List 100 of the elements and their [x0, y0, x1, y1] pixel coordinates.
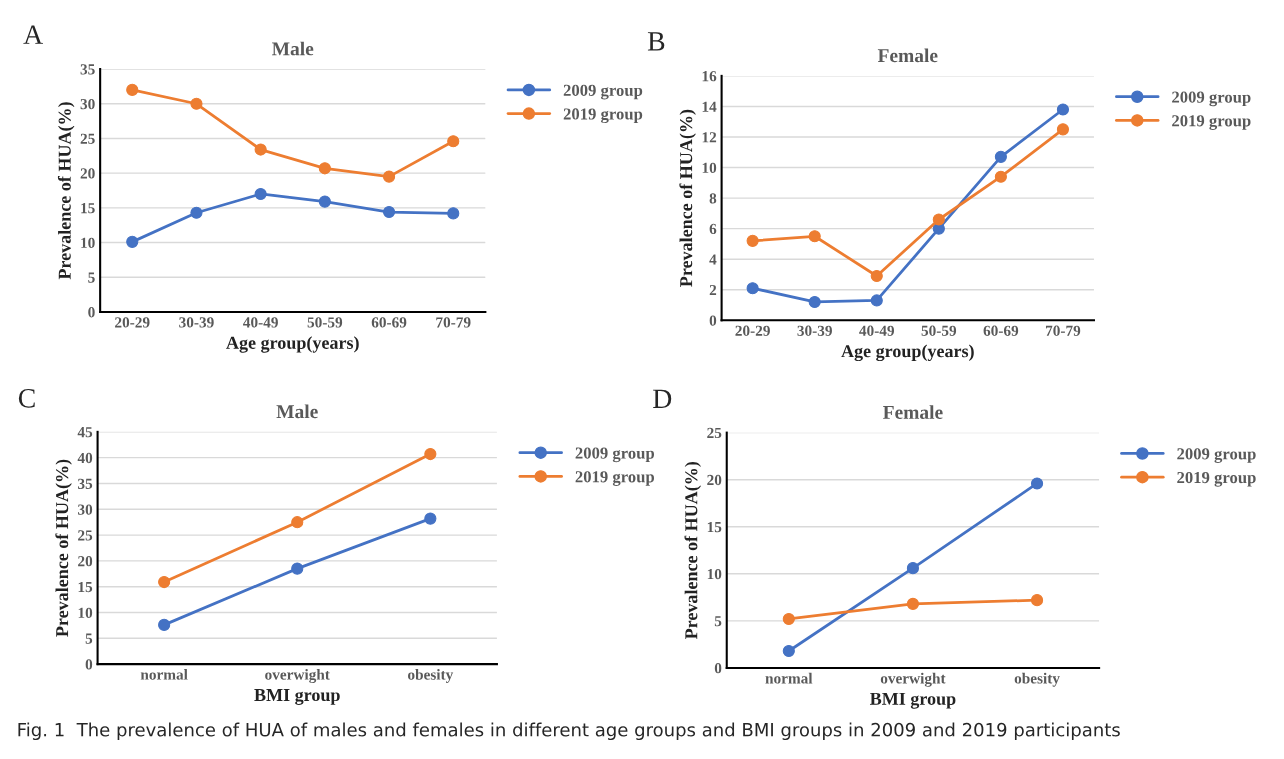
y-tick-label: 20 — [80, 168, 95, 179]
legend-label: 2009 group — [1177, 448, 1256, 463]
point — [424, 512, 437, 525]
y-tick-label: 0 — [85, 659, 93, 670]
point — [870, 294, 883, 307]
x-tick-label: 30-39 — [797, 325, 832, 336]
y-tick-label: 10 — [81, 237, 95, 249]
y-tick-label: 30 — [78, 504, 93, 515]
y-tick-label: 2 — [709, 284, 717, 296]
y-tick-label: 15 — [81, 203, 95, 214]
y-tick-label: 0 — [714, 663, 722, 674]
y-tick-label: 4 — [709, 254, 717, 265]
point — [994, 170, 1007, 183]
x-tick-label: normal — [765, 672, 813, 684]
y-tick-label: 5 — [88, 272, 95, 283]
point — [291, 562, 304, 575]
x-axis-title: Age group(years) — [841, 344, 974, 362]
y-tick-label: 8 — [709, 193, 717, 204]
y-tick-label: 30 — [80, 98, 95, 110]
y-axis-title: Prevalence of HUA(%) — [679, 109, 696, 287]
x-tick-label: obesity — [1014, 672, 1060, 687]
x-tick-label: overwight — [265, 668, 330, 683]
x-tick-label: 40-49 — [243, 317, 278, 328]
x-tick-label: 50-59 — [307, 317, 343, 328]
x-axis-title: BMI group — [254, 689, 340, 705]
chart-title: Male — [276, 404, 318, 419]
point — [782, 644, 795, 658]
x-tick-label: 70-79 — [1045, 325, 1081, 336]
point — [158, 618, 171, 631]
point — [126, 235, 139, 248]
x-tick-label: 70-79 — [436, 317, 471, 328]
point — [906, 562, 919, 575]
legend-label: 2009 group — [575, 447, 655, 463]
point — [808, 230, 821, 243]
y-tick-label: 0 — [709, 315, 717, 326]
caption: Fig. 1 The prevalence of HUA of males and females in different age groups and BMI groups in 2009 and 2019 participants — [18, 722, 1120, 741]
x-tick-label: normal — [140, 668, 188, 680]
legend-label: 2019 group — [1177, 471, 1256, 487]
point — [190, 97, 203, 110]
x-tick-label: 20-29 — [115, 317, 150, 328]
point — [746, 234, 759, 247]
y-axis-title: Prevalence of HUA(%) — [684, 461, 702, 640]
y-axis-title: Prevalence of HUA(%) — [55, 459, 72, 637]
point — [318, 195, 331, 208]
point — [906, 597, 919, 610]
y-tick-label: 6 — [709, 223, 717, 235]
y-tick-label: 45 — [77, 427, 93, 438]
legend-label: 2019 group — [1172, 115, 1251, 130]
legend-label: 2009 group — [1172, 91, 1251, 107]
y-tick-label: 20 — [707, 474, 722, 486]
y-axis-title: Prevalence of HUA(%) — [57, 102, 75, 280]
legend-label: 2009 group — [563, 84, 643, 100]
text: C — [18, 388, 35, 408]
chart-title: Male — [272, 41, 314, 56]
y-tick-label: 35 — [78, 478, 93, 489]
point — [158, 575, 171, 589]
point — [254, 143, 267, 156]
x-axis-title: Age group(years) — [226, 336, 359, 353]
chart-title: Female — [877, 48, 938, 63]
y-tick-label: 35 — [80, 64, 95, 75]
point — [424, 447, 437, 461]
point — [746, 282, 759, 295]
point — [190, 206, 203, 219]
x-tick-label: 30-39 — [179, 317, 214, 328]
point — [382, 205, 396, 219]
y-tick-label: 25 — [707, 427, 722, 439]
point — [932, 213, 945, 226]
x-tick-label: overwight — [880, 672, 946, 687]
point — [318, 162, 331, 175]
point — [126, 83, 139, 96]
y-tick-label: 20 — [78, 556, 93, 567]
point — [1030, 594, 1044, 607]
x-tick-label: 50-59 — [921, 325, 957, 336]
point — [447, 207, 460, 220]
text: D — [653, 389, 672, 408]
y-tick-label: 5 — [85, 633, 93, 644]
text: B — [647, 32, 665, 51]
x-tick-label: obesity — [408, 668, 454, 683]
x-axis-title: BMI group — [869, 692, 956, 709]
point — [1056, 123, 1070, 136]
x-tick-label: 40-49 — [859, 325, 895, 336]
y-tick-label: 40 — [77, 452, 93, 464]
y-tick-label: 14 — [702, 101, 717, 112]
y-tick-label: 0 — [88, 307, 95, 318]
point — [291, 516, 304, 529]
y-tick-label: 25 — [80, 133, 95, 144]
y-tick-label: 5 — [714, 616, 722, 627]
point — [382, 170, 396, 183]
y-tick-label: 16 — [702, 71, 717, 82]
point — [994, 150, 1007, 163]
y-tick-label: 10 — [78, 607, 93, 618]
y-tick-label: 25 — [78, 530, 93, 541]
point — [808, 295, 821, 309]
x-tick-label: 20-29 — [735, 325, 770, 336]
y-tick-label: 12 — [702, 132, 717, 143]
legend-label: 2019 group — [575, 471, 655, 486]
chart-title: Female — [883, 405, 943, 419]
legend-label: 2019 group — [563, 108, 643, 124]
y-tick-label: 10 — [702, 162, 717, 173]
point — [870, 269, 883, 283]
